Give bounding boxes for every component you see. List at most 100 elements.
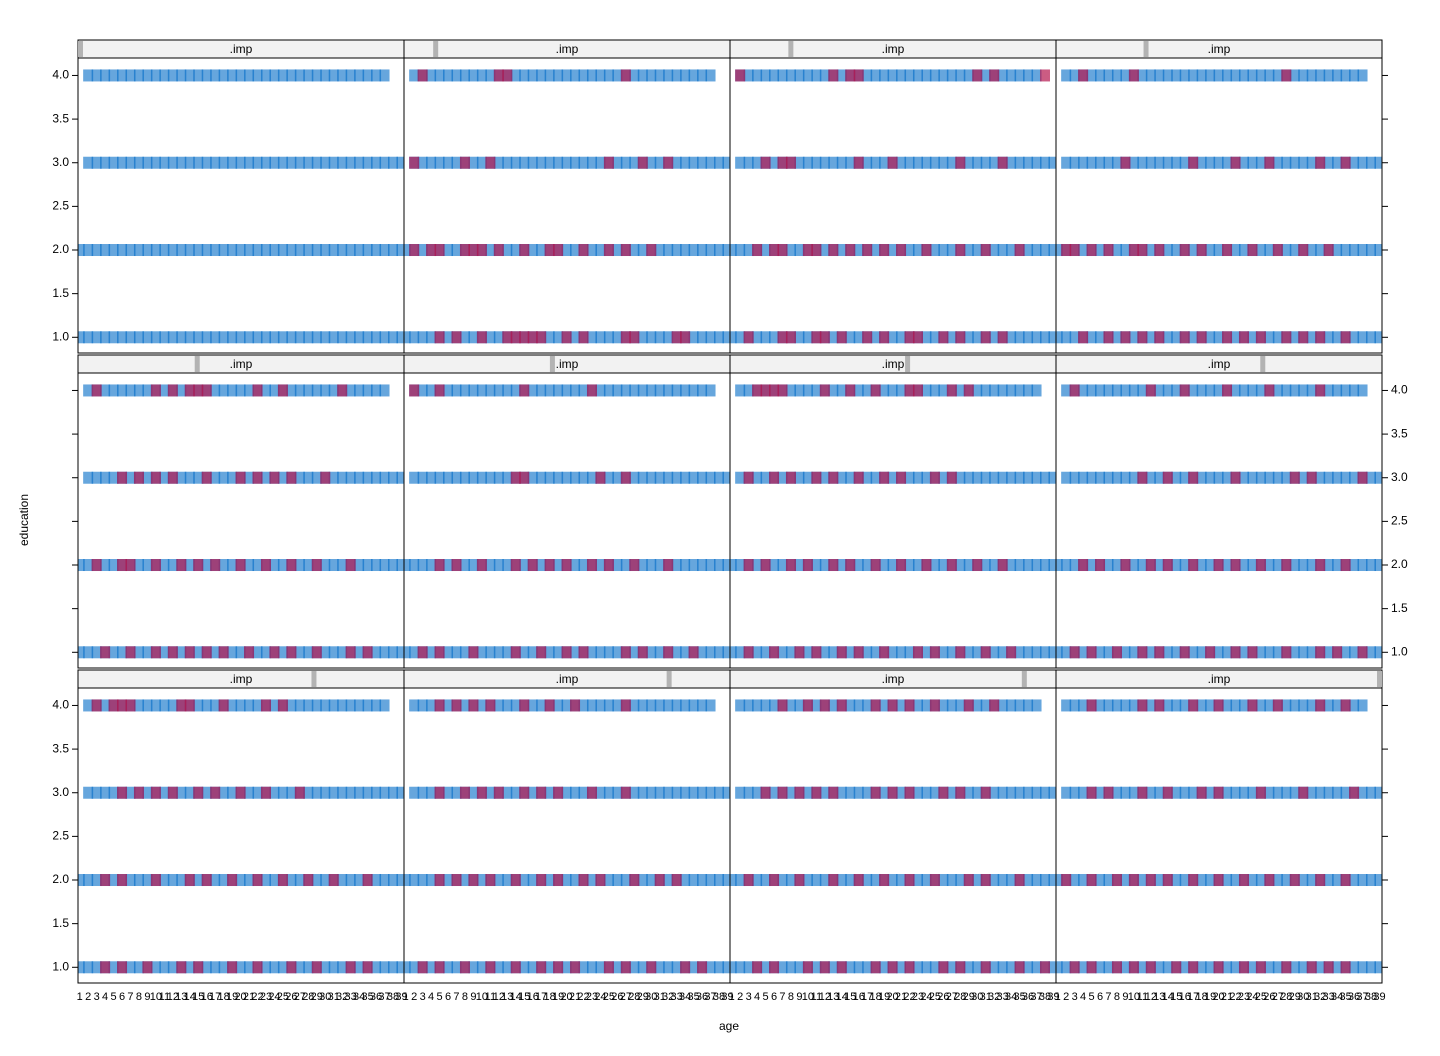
point bbox=[337, 699, 348, 712]
point bbox=[980, 646, 991, 659]
point bbox=[654, 384, 665, 397]
point bbox=[1145, 471, 1156, 484]
point bbox=[451, 69, 462, 82]
point bbox=[201, 244, 212, 257]
point bbox=[493, 471, 504, 484]
point bbox=[354, 244, 365, 257]
point bbox=[730, 331, 737, 344]
point bbox=[409, 69, 420, 82]
point bbox=[1056, 331, 1063, 344]
point bbox=[828, 646, 839, 659]
point bbox=[1306, 69, 1317, 82]
point bbox=[629, 699, 640, 712]
point bbox=[578, 786, 589, 799]
point bbox=[1039, 331, 1050, 344]
point bbox=[1315, 384, 1326, 397]
point bbox=[142, 331, 153, 344]
point bbox=[722, 646, 730, 659]
point bbox=[637, 786, 648, 799]
point bbox=[688, 156, 699, 169]
point bbox=[845, 786, 856, 799]
point bbox=[117, 244, 128, 257]
point bbox=[963, 69, 974, 82]
point bbox=[1264, 699, 1275, 712]
point bbox=[794, 471, 805, 484]
point bbox=[244, 786, 255, 799]
point bbox=[227, 786, 238, 799]
point bbox=[836, 471, 847, 484]
point bbox=[354, 646, 365, 659]
point bbox=[671, 699, 682, 712]
point bbox=[1061, 646, 1072, 659]
point bbox=[586, 699, 597, 712]
point bbox=[646, 874, 657, 887]
point bbox=[150, 156, 161, 169]
point bbox=[459, 786, 470, 799]
point bbox=[142, 156, 153, 169]
point bbox=[955, 69, 966, 82]
point bbox=[485, 559, 496, 572]
point bbox=[963, 331, 974, 344]
strip-level-indicator bbox=[311, 671, 317, 687]
point bbox=[252, 786, 263, 799]
point bbox=[1171, 331, 1182, 344]
point bbox=[235, 874, 246, 887]
point bbox=[451, 471, 462, 484]
point bbox=[1162, 244, 1173, 257]
x-tick-label: 2 bbox=[737, 991, 743, 1003]
point bbox=[1188, 69, 1199, 82]
point bbox=[1205, 874, 1216, 887]
point bbox=[870, 559, 881, 572]
point bbox=[912, 646, 923, 659]
point bbox=[294, 559, 305, 572]
point bbox=[468, 384, 479, 397]
point bbox=[705, 156, 716, 169]
point bbox=[468, 559, 479, 572]
point bbox=[586, 244, 597, 257]
point bbox=[1357, 384, 1368, 397]
point bbox=[912, 244, 923, 257]
point bbox=[108, 699, 119, 712]
point bbox=[612, 699, 623, 712]
point bbox=[371, 646, 382, 659]
point bbox=[125, 874, 136, 887]
point bbox=[997, 961, 1008, 974]
point bbox=[578, 384, 589, 397]
point bbox=[176, 471, 187, 484]
point bbox=[1154, 384, 1165, 397]
point bbox=[218, 559, 229, 572]
point bbox=[1154, 331, 1165, 344]
point bbox=[78, 646, 85, 659]
point bbox=[1281, 384, 1292, 397]
point bbox=[337, 559, 348, 572]
point bbox=[1111, 874, 1122, 887]
point bbox=[938, 156, 949, 169]
point bbox=[1145, 384, 1156, 397]
point bbox=[553, 961, 564, 974]
x-tick-label: 33 bbox=[671, 991, 683, 1003]
point bbox=[510, 559, 521, 572]
point bbox=[735, 69, 746, 82]
point bbox=[785, 244, 796, 257]
point bbox=[184, 559, 195, 572]
point bbox=[235, 559, 246, 572]
x-tick-label: 19 bbox=[226, 991, 238, 1003]
point bbox=[294, 699, 305, 712]
point bbox=[697, 69, 708, 82]
point bbox=[637, 156, 648, 169]
point bbox=[235, 961, 246, 974]
x-tick-label: 32 bbox=[336, 991, 348, 1003]
point bbox=[1205, 699, 1216, 712]
point bbox=[108, 384, 119, 397]
point bbox=[1069, 699, 1080, 712]
point bbox=[1103, 471, 1114, 484]
point bbox=[476, 646, 487, 659]
point bbox=[722, 156, 730, 169]
point bbox=[735, 384, 746, 397]
y-tick-label: 1.0 bbox=[52, 959, 69, 973]
x-tick-label: 37 bbox=[704, 991, 716, 1003]
x-tick-label: 20 bbox=[234, 991, 246, 1003]
point bbox=[311, 874, 322, 887]
point bbox=[1023, 874, 1034, 887]
point bbox=[722, 786, 730, 799]
